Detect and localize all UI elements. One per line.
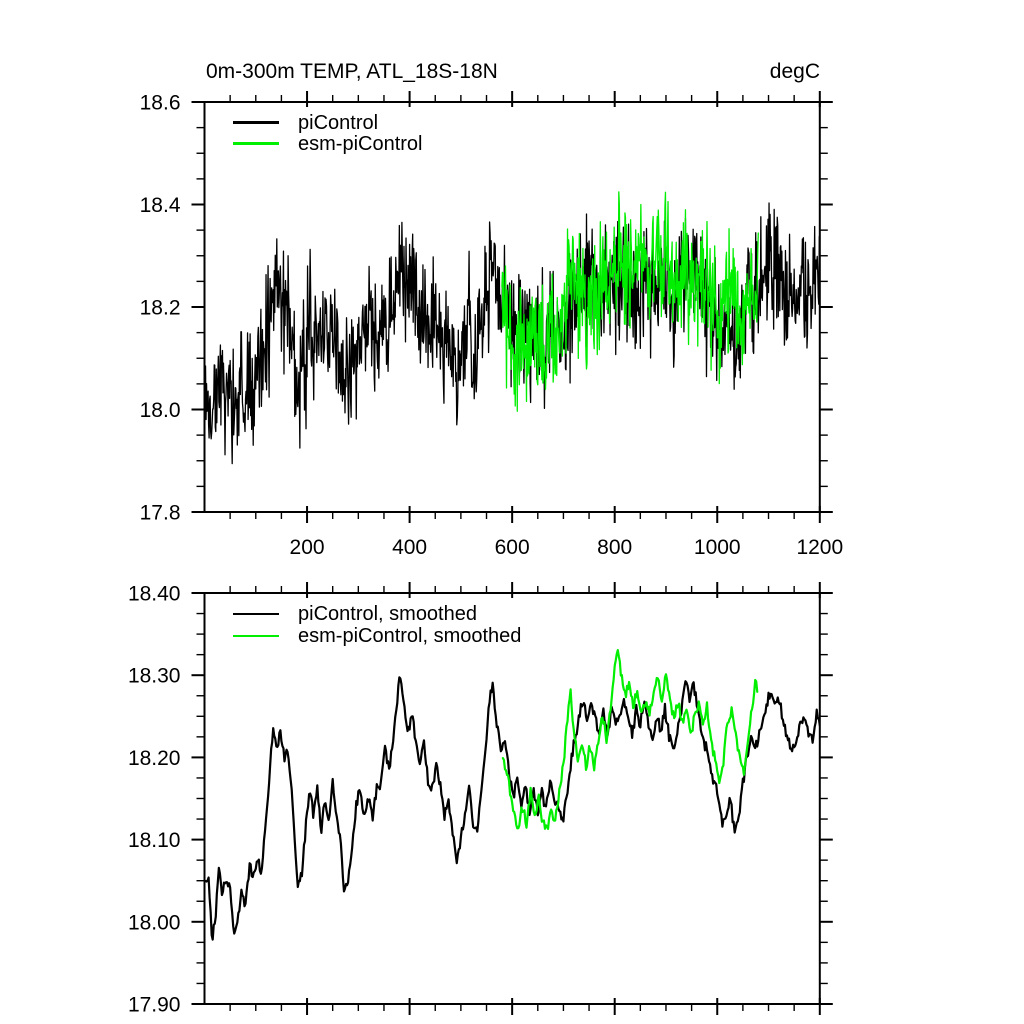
y-tick-label: 18.10 xyxy=(128,829,181,852)
series-esm-piControl-smoothed xyxy=(501,648,759,831)
plot-frame xyxy=(203,101,821,513)
y-tick-label: 18.00 xyxy=(128,911,181,934)
legend-item: piControl xyxy=(233,112,422,133)
y-tick-label: 18.20 xyxy=(128,747,181,770)
panel-0: 200 400 600 800 1000 1200 17.8 18.0 18.2 18.4 18.6 xyxy=(140,91,843,559)
panel-1: 17.90 18.00 18.10 18.20 18.30 18.40 xyxy=(128,582,833,1017)
legend-line-swatch xyxy=(233,612,279,616)
plot-frame xyxy=(203,592,821,1005)
y-tick-label: 18.2 xyxy=(140,297,181,320)
legend-item: esm-piControl xyxy=(233,133,422,154)
y-tick-label: 17.8 xyxy=(140,502,181,525)
legend-bottom-panel: piControl, smoothed esm-piControl, smoot… xyxy=(233,603,521,647)
series-esm-piControl xyxy=(501,191,759,412)
legend-top-panel: piControl esm-piControl xyxy=(233,112,422,154)
series-piControl-smoothed xyxy=(204,676,820,941)
legend-line-swatch xyxy=(233,142,279,145)
legend-label: piControl, smoothed xyxy=(298,603,477,625)
x-tick-label: 600 xyxy=(495,536,530,559)
x-tick-label: 200 xyxy=(290,536,325,559)
y-tick-label: 18.0 xyxy=(140,399,181,422)
legend-line-swatch xyxy=(233,634,279,638)
legend-line-swatch xyxy=(233,121,279,124)
y-tick-label: 17.90 xyxy=(128,994,181,1017)
x-tick-label: 400 xyxy=(392,536,427,559)
legend-item: piControl, smoothed xyxy=(233,603,521,625)
y-tick-label: 18.4 xyxy=(140,194,181,217)
y-tick-label: 18.6 xyxy=(140,92,181,115)
page-title: 0m-300m TEMP, ATL_18S-18N xyxy=(206,60,498,83)
legend-item: esm-piControl, smoothed xyxy=(233,625,521,647)
y-tick-label: 18.40 xyxy=(128,583,181,606)
legend-label: esm-piControl xyxy=(298,132,423,155)
units-label: degC xyxy=(769,60,820,83)
legend-label: esm-piControl, smoothed xyxy=(298,625,522,647)
x-tick-label: 1200 xyxy=(796,536,843,559)
x-tick-label: 800 xyxy=(597,536,632,559)
legend-label: piControl xyxy=(298,111,379,134)
y-tick-label: 18.30 xyxy=(128,665,181,688)
x-tick-label: 1000 xyxy=(694,536,741,559)
